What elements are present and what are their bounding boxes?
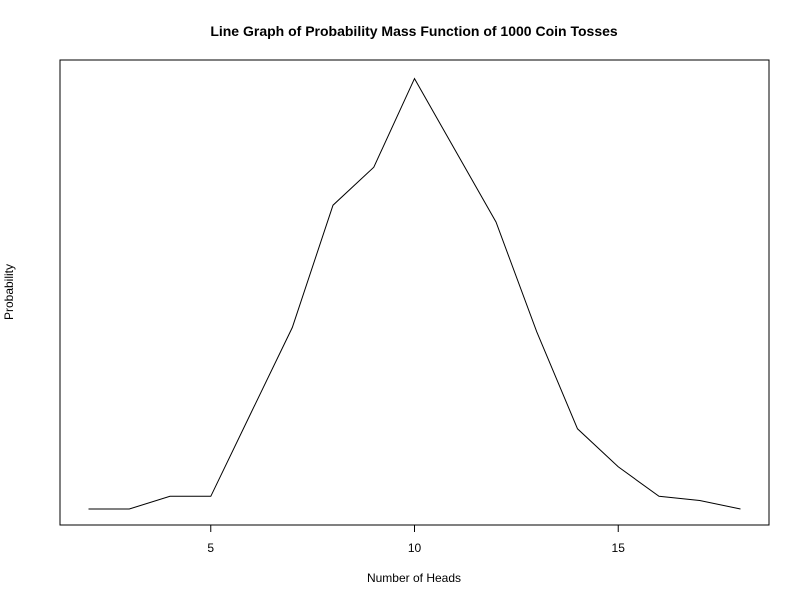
x-tick-label-5: 5 (207, 541, 214, 555)
data-points (89, 79, 741, 509)
chart-title: Line Graph of Probability Mass Function … (210, 23, 618, 39)
pmf-series-line (88, 77, 741, 510)
plot-frame (59, 59, 770, 526)
x-axis-label: Number of Heads (367, 571, 461, 585)
y-axis-label: Probability (2, 264, 16, 320)
x-axis: 5 10 15 (207, 525, 625, 555)
x-tick-label-10: 10 (408, 541, 422, 555)
x-tick-label-15: 15 (612, 541, 626, 555)
